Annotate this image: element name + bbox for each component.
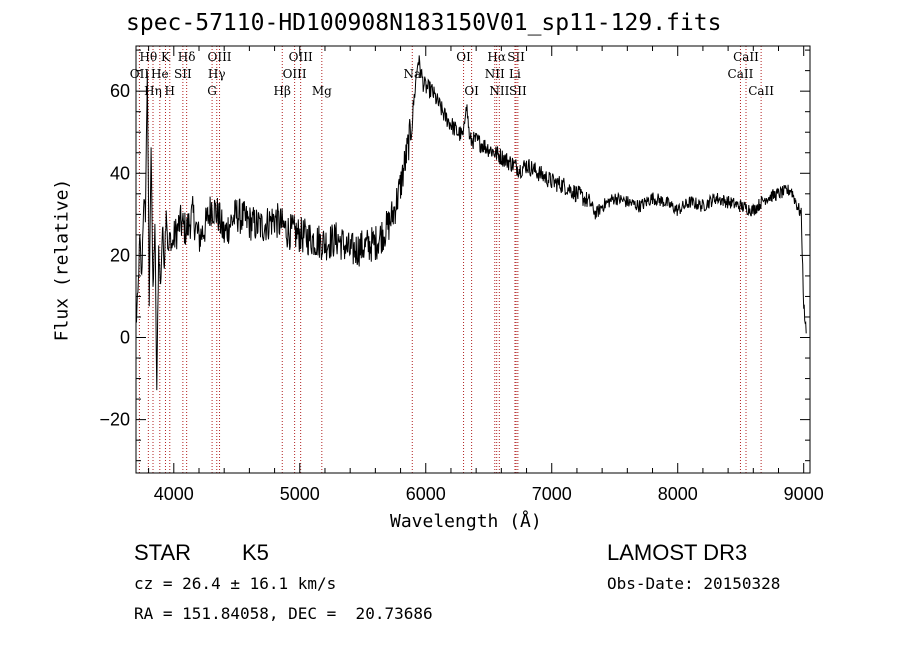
spectral-line-label: G [207, 84, 217, 98]
spectral-line-label: Hα [487, 50, 506, 64]
axis-labels: 4000 5000 6000 7000 8000 9000 −20 0 20 40 60 [99, 81, 823, 504]
spectrum-plot-area [136, 55, 807, 391]
y-tick-label: 60 [110, 81, 130, 101]
x-tick-label: 5000 [280, 484, 320, 504]
spectral-line-label: He [151, 67, 169, 81]
coordinates-text: RA = 151.84058, DEC = 20.73686 [134, 604, 433, 623]
spectral-line-label: OI [464, 84, 479, 98]
survey-name: LAMOST DR3 [607, 540, 748, 565]
spectral-line-label: OIII [207, 50, 231, 64]
x-axis-title: Wavelength (Å) [390, 511, 542, 532]
y-tick-label: 20 [110, 245, 130, 265]
spectral-line-label: OIII [289, 50, 313, 64]
spectral-line-label: CaII [748, 84, 774, 98]
spectral-line-label: SII [509, 84, 527, 98]
spectral-line-label: OII [130, 67, 150, 81]
y-tick-label: 0 [120, 328, 130, 348]
y-tick-label: 40 [110, 163, 130, 183]
redshift-text: cz = 26.4 ± 16.1 km/s [134, 574, 337, 593]
chart-title: spec-57110-HD100908N183150V01_sp11-129.f… [126, 10, 722, 36]
x-tick-label: 9000 [784, 484, 824, 504]
y-tick-label: −20 [99, 410, 130, 430]
spectral-line-label: SII [174, 67, 192, 81]
spectral-line-label: Hδ [178, 50, 196, 64]
spectral-line-label: OIII [283, 67, 307, 81]
axis-ticks [136, 46, 810, 473]
spectral-line-label: OI [456, 50, 471, 64]
spectral-line-label: Hβ [274, 84, 291, 98]
spectral-line-label: SII [507, 50, 525, 64]
spectral-line-label: K [161, 50, 171, 64]
y-axis-title: Flux (relative) [51, 178, 73, 342]
spectral-line-label: Hθ [139, 50, 157, 64]
obs-date: Obs-Date: 20150328 [607, 574, 781, 593]
spectral-line-label: NII [485, 67, 505, 81]
spectral-line-label: CaII [728, 67, 754, 81]
spectral-line-label: H [165, 84, 175, 98]
x-tick-label: 4000 [154, 484, 194, 504]
object-class: STAR [134, 540, 192, 565]
spectral-line-markers: Hθ OII Hη K He H Hδ SII OIII Hγ G OIII OIII Hβ Mg Na OI O… [130, 46, 774, 473]
spectrum-series-flux [136, 55, 807, 391]
x-tick-label: 6000 [406, 484, 446, 504]
spectral-line-label: Hη [144, 84, 162, 98]
x-tick-label: 7000 [532, 484, 572, 504]
spectral-line-label: Na [403, 67, 421, 81]
plot-frame [135, 45, 811, 474]
spectral-line-label: Mg [312, 84, 332, 98]
spectral-line-label: Li [509, 67, 521, 81]
spectral-line-label: Hγ [208, 67, 226, 81]
spectral-line-label: CaII [733, 50, 759, 64]
spectral-line-label: NII [489, 84, 509, 98]
x-tick-label: 8000 [658, 484, 698, 504]
object-subclass: K5 [242, 540, 269, 565]
